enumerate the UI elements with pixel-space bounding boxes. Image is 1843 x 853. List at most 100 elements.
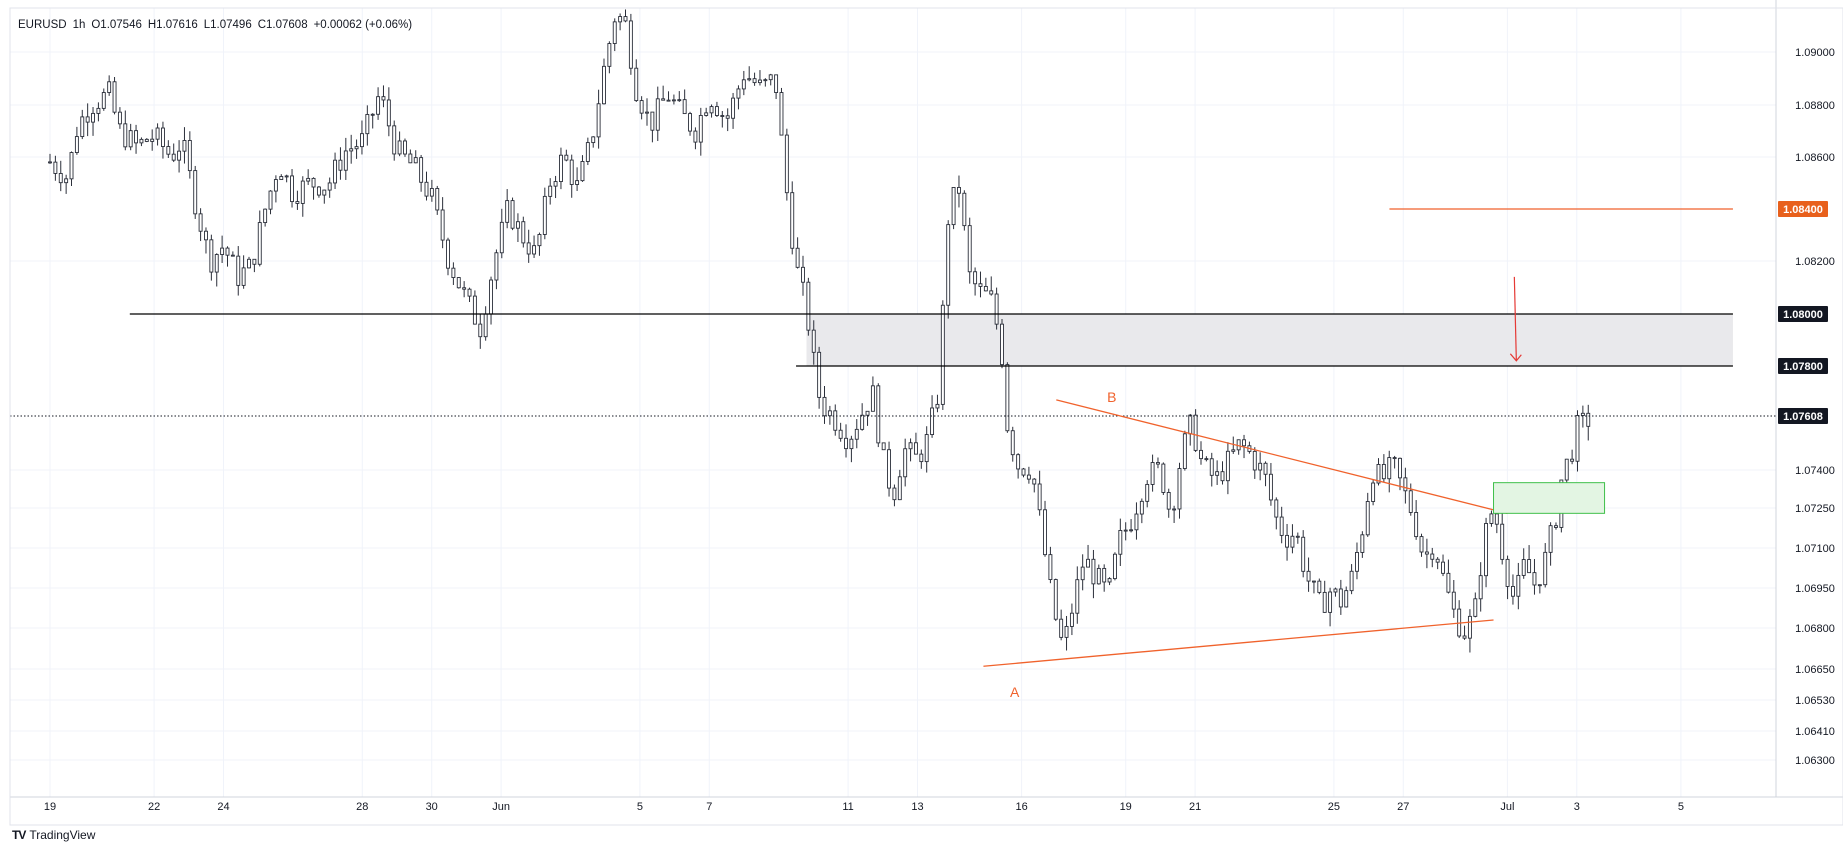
candle-body [166, 146, 171, 155]
candle-body [53, 161, 58, 174]
candle-body [532, 245, 537, 255]
candle-body [1473, 598, 1478, 617]
candle-body [779, 92, 784, 136]
candle-body [1441, 561, 1445, 574]
candle-body [870, 385, 875, 412]
candle-body [795, 247, 800, 268]
candle-body [1182, 433, 1187, 469]
candle-body [1489, 513, 1494, 524]
candle-body [193, 170, 198, 215]
x-tick-label: 27 [1397, 801, 1409, 813]
zones [806, 314, 1733, 366]
candle-body [585, 142, 590, 162]
candle-body [107, 81, 112, 93]
candle-body [376, 96, 381, 115]
candle-body [150, 138, 155, 142]
candle-body [1053, 579, 1058, 620]
candle-body [1371, 482, 1376, 502]
candle-body [1005, 364, 1010, 432]
candle-body [306, 177, 311, 182]
candle-body [1430, 553, 1435, 560]
x-tick-label: 25 [1328, 801, 1340, 813]
candle-body [187, 140, 192, 172]
candle-body [1064, 625, 1069, 638]
candle-body [257, 222, 262, 265]
candle-body [1048, 554, 1053, 581]
candle-body [607, 43, 612, 67]
candle-body [618, 16, 623, 23]
candle-body [1026, 474, 1031, 480]
candle-body [806, 281, 811, 331]
candle-body [865, 410, 870, 416]
candle-body [983, 285, 988, 292]
candle-body [456, 277, 461, 289]
candle-body [128, 130, 133, 148]
candle-body [1021, 468, 1026, 476]
candle-body [327, 182, 332, 191]
candle-body [311, 177, 316, 188]
candle-body [214, 254, 219, 273]
candle-body [220, 247, 225, 255]
candle-body [876, 385, 881, 444]
candle-body [1204, 458, 1209, 461]
resistance-zone [806, 314, 1733, 366]
candle-body [515, 221, 520, 229]
candle-body [1290, 535, 1295, 548]
candle-body [801, 266, 805, 283]
candle-body [204, 230, 208, 241]
candle-body [1112, 553, 1117, 580]
candle-body [758, 79, 762, 84]
candle-body [688, 113, 692, 132]
candle-body [360, 133, 364, 148]
candle-body [903, 448, 908, 478]
y-tick-label: 1.06300 [1795, 755, 1835, 767]
x-tick-label: Jun [492, 801, 510, 813]
candle-body [1414, 511, 1419, 538]
candle-body [279, 176, 284, 181]
candle-body [1376, 463, 1381, 484]
candle-body [962, 192, 967, 227]
price-badge [1778, 306, 1828, 322]
candle-body [1188, 414, 1193, 435]
tradingview-brand[interactable]: TV TradingView [12, 828, 95, 842]
candle-body [1408, 490, 1413, 513]
candle-body [1419, 536, 1424, 553]
candle-body [747, 78, 752, 81]
candle-body [284, 175, 289, 178]
candle-body [1150, 462, 1155, 485]
candle-body [74, 136, 79, 153]
grid [10, 8, 1776, 797]
symbol-legend[interactable]: EURUSD 1h O1.07546 H1.07616 L1.07496 C1.… [18, 19, 412, 31]
candle-body [580, 161, 585, 182]
candle-body [698, 115, 703, 143]
axes: 1.09000 1.08800 1.08600 1.08200 1.07400 1.072… [9, 0, 1843, 826]
candle-body [354, 146, 359, 150]
x-tick-label: 30 [426, 801, 438, 813]
candle-body [252, 258, 257, 265]
candle-body [1403, 477, 1408, 492]
candle-body [1209, 458, 1214, 476]
candle-body [827, 410, 832, 417]
candle-body [736, 88, 741, 99]
candle-body [333, 159, 338, 184]
down-arrow-icon [1509, 353, 1522, 362]
candle-body [263, 208, 268, 224]
candle-body [1462, 635, 1467, 639]
price-badge-label: 1.08000 [1783, 309, 1823, 321]
candle-body [386, 99, 391, 127]
candle-body [494, 252, 499, 281]
candle-body [1516, 574, 1521, 597]
candle-body [1215, 471, 1220, 476]
candle-body [548, 185, 553, 197]
candle-body [1570, 458, 1575, 462]
candle-body [844, 437, 848, 450]
candle-body [64, 178, 69, 184]
candle-body [1478, 575, 1483, 600]
candle-body [1355, 551, 1359, 572]
price-badge-label: 1.07800 [1783, 361, 1823, 373]
candle-body [1177, 468, 1182, 510]
x-tick-label: 21 [1189, 801, 1201, 813]
candle-body [1527, 559, 1532, 574]
